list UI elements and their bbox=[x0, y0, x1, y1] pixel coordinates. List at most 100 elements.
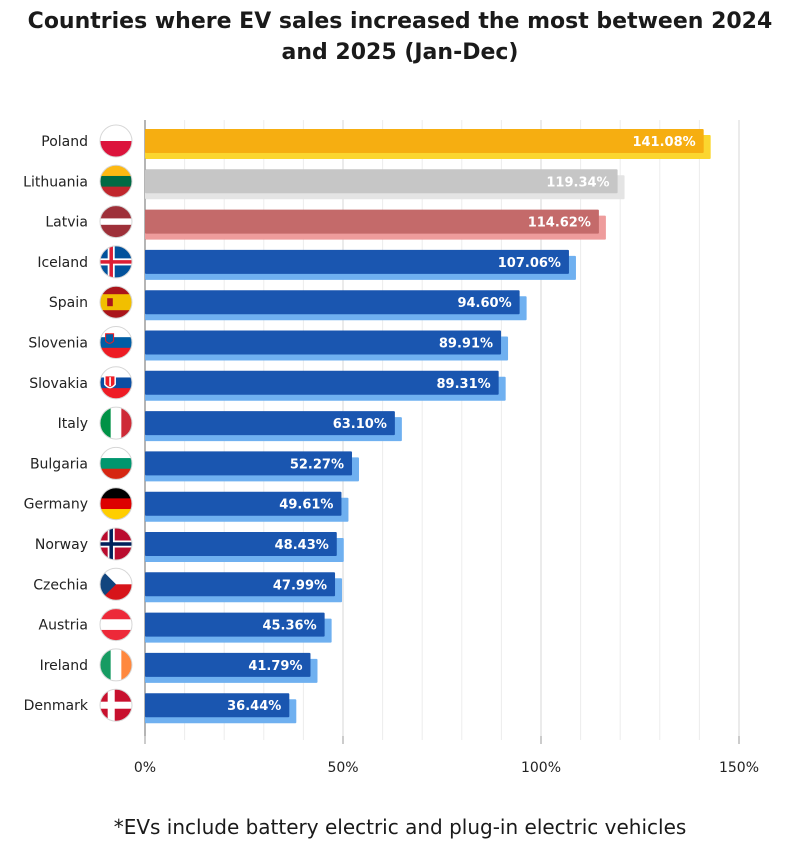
flag-border bbox=[99, 446, 133, 480]
flag-border bbox=[99, 648, 133, 682]
category-label: Ireland bbox=[40, 658, 88, 674]
bar-chart: 0% 50% 100% 150% 141.08% Poland 119.34% Lithuan… bbox=[23, 120, 759, 776]
flag-stripe bbox=[100, 407, 112, 440]
flag-poland-icon bbox=[100, 125, 132, 157]
data-label: 45.36% bbox=[262, 619, 316, 634]
flag-spain-icon bbox=[100, 286, 132, 319]
data-label: 89.31% bbox=[437, 377, 491, 392]
flag-stripe bbox=[100, 186, 132, 198]
flag-border bbox=[99, 245, 133, 279]
flag-stripe bbox=[100, 337, 132, 349]
data-label: 48.43% bbox=[275, 538, 329, 553]
flag-latvia-icon bbox=[100, 205, 132, 238]
category-label: Slovakia bbox=[29, 376, 88, 392]
x-tick-label: 150% bbox=[719, 760, 759, 776]
data-label: 141.08% bbox=[632, 135, 695, 150]
flag-border bbox=[99, 124, 133, 158]
bar bbox=[145, 209, 599, 234]
bar bbox=[145, 532, 337, 556]
chart-title-line-1: Countries where EV sales increased the m… bbox=[27, 9, 773, 34]
x-tick-label: 50% bbox=[327, 760, 358, 776]
category-label: Italy bbox=[58, 416, 88, 432]
flag-stripe bbox=[100, 498, 132, 510]
flag-stripe bbox=[100, 165, 132, 177]
flag-triangle bbox=[100, 568, 116, 601]
category-label: Latvia bbox=[45, 215, 88, 231]
chart-title: Countries where EV sales increased the m… bbox=[0, 6, 800, 68]
flag-italy-icon bbox=[100, 407, 132, 440]
bar-row: 141.08% Poland bbox=[41, 124, 711, 159]
flag-cross-v bbox=[107, 689, 115, 722]
flag-stripe bbox=[100, 608, 132, 620]
footnote: *EVs include battery electric and plug-i… bbox=[113, 815, 687, 839]
category-label: Bulgaria bbox=[30, 456, 88, 472]
bar-row: 49.61% Germany bbox=[24, 487, 349, 522]
bar bbox=[145, 652, 311, 677]
flag-germany-icon bbox=[100, 487, 132, 520]
flag-slovenia-icon bbox=[100, 326, 132, 359]
flag-border bbox=[99, 487, 133, 521]
bar-row: 48.43% Norway bbox=[35, 527, 344, 562]
bar bbox=[145, 411, 395, 436]
flag-stripe bbox=[110, 648, 122, 681]
flag-border bbox=[99, 527, 133, 561]
flag-lithuania-icon bbox=[100, 165, 132, 198]
bar bbox=[145, 491, 342, 516]
bar-row: 107.06% Iceland bbox=[37, 245, 576, 280]
bar-row: 52.27% Bulgaria bbox=[30, 446, 359, 482]
flag-stripe bbox=[100, 175, 132, 188]
flag-austria-icon bbox=[100, 608, 132, 641]
flag-emblem bbox=[105, 333, 115, 344]
bar bbox=[145, 693, 290, 718]
category-label: Lithuania bbox=[23, 174, 88, 190]
bar bbox=[145, 169, 618, 194]
flag-stripe bbox=[100, 629, 132, 641]
data-label: 36.44% bbox=[227, 699, 281, 714]
category-label: Slovenia bbox=[28, 336, 88, 352]
flag-border bbox=[99, 608, 133, 642]
bar-row: 89.31% Slovakia bbox=[29, 366, 506, 401]
category-label: Germany bbox=[24, 497, 88, 513]
data-label: 119.34% bbox=[546, 175, 609, 190]
flag-stripe bbox=[100, 326, 132, 338]
flag-stripe bbox=[100, 377, 132, 389]
flag-border bbox=[99, 688, 133, 722]
bar bbox=[145, 612, 325, 637]
flag-norway-icon bbox=[100, 528, 132, 560]
category-label: Poland bbox=[41, 134, 88, 150]
flag-border bbox=[99, 406, 133, 440]
flag-stripe bbox=[100, 366, 132, 378]
bar bbox=[145, 370, 499, 395]
flag-stripe bbox=[100, 648, 112, 681]
bar-row: 41.79% Ireland bbox=[40, 648, 318, 683]
bar bbox=[145, 572, 336, 597]
flag-cross-v-inner bbox=[109, 245, 113, 278]
data-label: 89.91% bbox=[439, 337, 493, 352]
flag-stripe bbox=[110, 407, 122, 440]
data-label: 47.99% bbox=[273, 578, 327, 593]
bar-row: 47.99% Czechia bbox=[33, 567, 343, 603]
bar-row: 45.36% Austria bbox=[39, 608, 332, 643]
data-label: 41.79% bbox=[248, 659, 302, 674]
data-label: 52.27% bbox=[290, 457, 344, 472]
flag-cross-h-inner bbox=[100, 542, 132, 546]
flag-czechia-icon bbox=[100, 568, 132, 601]
data-label: 63.10% bbox=[333, 417, 387, 432]
flag-stripe bbox=[100, 125, 132, 142]
flag-border bbox=[99, 285, 133, 319]
flag-border bbox=[99, 205, 133, 239]
bar-row: 89.91% Slovenia bbox=[28, 326, 509, 361]
flag-denmark-icon bbox=[100, 689, 132, 722]
bar bbox=[145, 330, 502, 355]
flag-stripe bbox=[100, 509, 132, 520]
data-label: 49.61% bbox=[279, 498, 333, 513]
bar-row: 63.10% Italy bbox=[58, 406, 402, 442]
flag-stripe bbox=[121, 407, 132, 440]
flag-iceland-icon bbox=[100, 245, 132, 278]
flag-border bbox=[99, 567, 133, 601]
bar bbox=[145, 451, 352, 476]
x-tick-label: 0% bbox=[134, 760, 156, 776]
bar-row: 114.62% Latvia bbox=[45, 205, 606, 240]
flag-bulgaria-icon bbox=[100, 447, 132, 480]
flag-slovakia-icon bbox=[100, 366, 132, 399]
